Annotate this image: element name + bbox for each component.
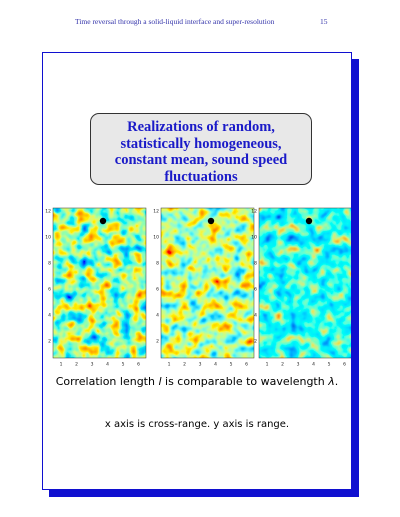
note: x axis is cross-range. y axis is range. <box>104 419 290 430</box>
caption: Correlation length l is comparable to wa… <box>43 375 351 388</box>
plot-frame <box>52 207 147 359</box>
y-tick-label: 6 <box>48 287 51 293</box>
caption-part: λ <box>328 375 335 388</box>
caption-part: l <box>158 375 162 388</box>
x-tick-label: 1 <box>266 362 269 368</box>
x-tick-label: 6 <box>343 362 346 368</box>
y-tick-label: 8 <box>156 261 159 267</box>
source-dot <box>305 217 313 225</box>
plot-frame <box>160 207 255 359</box>
x-tick-label: 2 <box>183 362 186 368</box>
header-title: Time reversal through a solid-liquid int… <box>75 17 275 26</box>
y-tick-label: 6 <box>254 287 257 293</box>
x-tick-label: 6 <box>137 362 140 368</box>
y-tick-label: 2 <box>48 339 51 345</box>
y-tick-label: 8 <box>48 261 51 267</box>
x-tick-label: 4 <box>214 362 217 368</box>
y-tick-label: 2 <box>254 339 257 345</box>
x-tick-label: 6 <box>245 362 248 368</box>
x-tick-label: 5 <box>122 362 125 368</box>
field-image <box>161 208 254 358</box>
y-tick-label: 12 <box>153 209 159 215</box>
title-box: Realizations of random, statistically hom… <box>90 113 312 185</box>
y-tick-label: 8 <box>254 261 257 267</box>
title-line: constant mean, sound speed <box>114 152 288 168</box>
x-tick-label: 4 <box>106 362 109 368</box>
caption-part: is comparable to wavelength <box>161 375 329 388</box>
x-tick-label: 3 <box>297 362 300 368</box>
y-tick-label: 4 <box>254 313 257 319</box>
source-dot <box>207 217 215 225</box>
caption-part: . <box>334 375 339 388</box>
x-tick-label: 4 <box>312 362 315 368</box>
field-image <box>53 208 146 358</box>
x-tick-label: 5 <box>328 362 331 368</box>
x-tick-label: 5 <box>230 362 233 368</box>
page-number: 15 <box>320 17 328 26</box>
y-tick-label: 6 <box>156 287 159 293</box>
y-tick-label: 10 <box>251 235 257 241</box>
x-tick-label: 3 <box>91 362 94 368</box>
y-tick-label: 2 <box>156 339 159 345</box>
source-dot <box>99 217 107 225</box>
caption-part: Correlation length <box>55 375 159 388</box>
x-tick-label: 2 <box>75 362 78 368</box>
plot-frame <box>258 207 351 359</box>
slide: Realizations of random, statistically hom… <box>42 52 352 490</box>
y-tick-label: 10 <box>153 235 159 241</box>
x-tick-label: 3 <box>199 362 202 368</box>
y-tick-label: 12 <box>251 209 257 215</box>
x-tick-label: 1 <box>60 362 63 368</box>
y-tick-label: 4 <box>156 313 159 319</box>
x-tick-label: 1 <box>168 362 171 368</box>
title-line: Realizations of random, <box>127 119 275 135</box>
title-line: statistically homogeneous, <box>120 135 282 152</box>
x-tick-label: 2 <box>281 362 284 368</box>
y-tick-label: 12 <box>45 209 51 215</box>
y-tick-label: 4 <box>48 313 51 319</box>
field-image <box>259 208 351 358</box>
title-line: fluctuations <box>164 168 238 185</box>
y-tick-label: 10 <box>45 235 51 241</box>
